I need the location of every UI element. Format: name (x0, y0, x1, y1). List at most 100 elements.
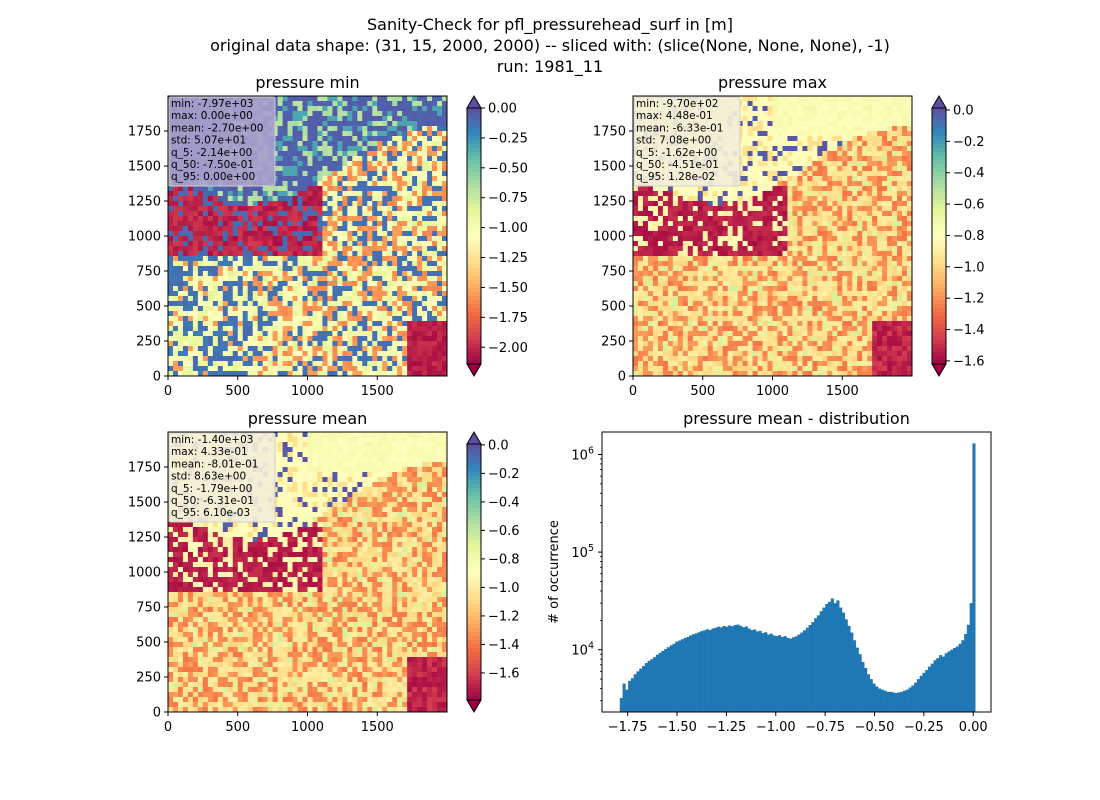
heatmap-cell (637, 246, 644, 252)
heatmap-cell (287, 186, 294, 192)
heatmap-cell (327, 311, 334, 317)
heatmap-cell (267, 266, 274, 272)
heatmap-cell (812, 156, 818, 162)
heatmap-cell (177, 201, 184, 207)
heatmap-cell (387, 176, 393, 182)
heatmap-cell (747, 166, 754, 172)
heatmap-cell (297, 171, 304, 177)
heatmap-cell (822, 146, 828, 152)
heatmap-cell (877, 186, 883, 192)
heatmap-cell (697, 211, 704, 217)
heatmap-cell (782, 151, 789, 157)
heatmap-cell (202, 366, 209, 372)
heatmap-cell (857, 171, 863, 177)
heatmap-cell (832, 146, 838, 152)
colorbar-segment (467, 152, 481, 157)
heatmap-cell (387, 326, 393, 332)
heatmap-cell (377, 256, 383, 262)
heatmap-cell (742, 136, 749, 142)
heatmap-cell (802, 176, 808, 182)
heatmap-cell (772, 101, 779, 107)
heatmap-cell (797, 191, 803, 197)
heatmap-cell (187, 326, 194, 332)
heatmap-cell (197, 216, 204, 222)
heatmap-cell (168, 261, 174, 267)
heatmap-cell (822, 201, 828, 207)
heatmap-cell (342, 336, 348, 342)
heatmap-cell (717, 191, 724, 197)
pressure-max-heatmap (633, 96, 912, 376)
heatmap-cell (287, 251, 294, 257)
heatmap-cell (792, 241, 799, 247)
heatmap-cell (872, 146, 878, 152)
heatmap-cell (417, 101, 423, 107)
heatmap-cell (392, 201, 398, 207)
heatmap-cell (282, 111, 289, 117)
heatmap-cell (407, 126, 413, 132)
heatmap-cell (237, 236, 244, 242)
heatmap-cell (817, 246, 823, 252)
heatmap-cell (302, 256, 309, 262)
heatmap-cell (387, 96, 393, 102)
heatmap-cell (367, 246, 373, 252)
heatmap-cell (792, 176, 799, 182)
heatmap-cell (337, 226, 343, 232)
heatmap-cell (287, 206, 294, 212)
heatmap-cell (762, 206, 769, 212)
heatmap-cell (902, 166, 908, 172)
heatmap-cell (352, 151, 358, 157)
heatmap-cell (807, 206, 813, 212)
heatmap-cell (172, 211, 179, 217)
heatmap-cell (357, 241, 363, 247)
heatmap-cell (777, 206, 784, 212)
heatmap-cell (197, 281, 204, 287)
heatmap-cell (782, 201, 789, 207)
heatmap-cell (382, 196, 388, 202)
heatmap-cell (827, 221, 833, 227)
heatmap-cell (227, 261, 234, 267)
heatmap-cell (852, 126, 858, 132)
heatmap-cell (272, 226, 279, 232)
heatmap-cell (317, 256, 324, 262)
heatmap-cell (432, 286, 438, 292)
heatmap-cell (367, 221, 373, 227)
heatmap-cell (267, 191, 274, 197)
heatmap-cell (352, 161, 358, 167)
heatmap-cell (812, 131, 818, 137)
heatmap-cell (882, 116, 888, 122)
heatmap-cell (168, 321, 174, 327)
heatmap-cell (802, 131, 808, 137)
heatmap-cell (407, 151, 413, 157)
heatmap-cell (317, 196, 324, 202)
y-tick-label: 1750 (128, 125, 161, 140)
heatmap-cell (877, 191, 883, 197)
heatmap-cell (222, 226, 229, 232)
heatmap-cell (432, 146, 438, 152)
heatmap-cell (192, 191, 199, 197)
heatmap-cell (422, 151, 428, 157)
heatmap-cell (347, 226, 353, 232)
heatmap-cell (302, 266, 309, 272)
heatmap-cell (802, 101, 808, 107)
heatmap-cell (817, 181, 823, 187)
heatmap-cell (422, 236, 428, 242)
heatmap-cell (747, 241, 754, 247)
heatmap-cell (427, 106, 433, 112)
heatmap-cell (747, 96, 754, 102)
heatmap-cell (342, 196, 348, 202)
heatmap-cell (387, 266, 393, 272)
heatmap-cell (872, 221, 878, 227)
heatmap-cell (207, 311, 214, 317)
heatmap-cell (697, 241, 704, 247)
heatmap-cell (407, 326, 413, 332)
colorbar-tick-label: −1.75 (488, 311, 528, 326)
heatmap-cell (407, 371, 413, 376)
heatmap-cell (297, 196, 304, 202)
heatmap-cell (852, 186, 858, 192)
heatmap-cell (647, 236, 654, 242)
heatmap-cell (642, 216, 649, 222)
heatmap-cell (897, 181, 903, 187)
heatmap-cell (302, 361, 309, 367)
heatmap-cell (387, 141, 393, 147)
heatmap-cell (242, 206, 249, 212)
